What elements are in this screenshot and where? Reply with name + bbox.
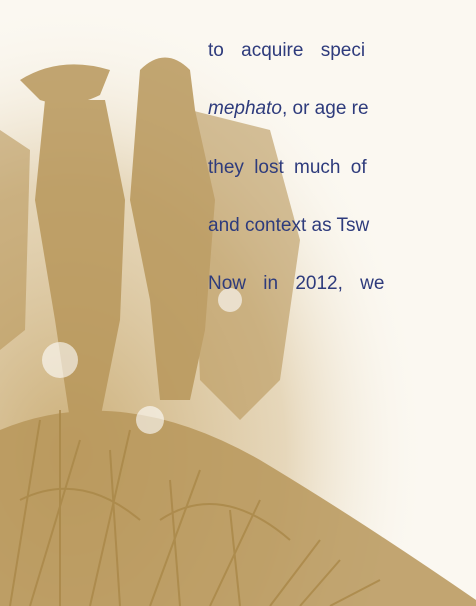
text-line: mephato, or age re [208, 98, 369, 120]
text-line: they lost much of [208, 157, 367, 179]
text-line: and context as Tsw [208, 215, 369, 237]
text: , or age re [282, 98, 369, 119]
page: {"text": {"lines": [ {"parts": ["to acqu… [0, 0, 476, 606]
italic-term: mephato [208, 98, 282, 119]
text-line: to acquire speci [208, 40, 365, 62]
text-line: Now in 2012, we [208, 273, 384, 295]
background-photo [0, 0, 476, 606]
